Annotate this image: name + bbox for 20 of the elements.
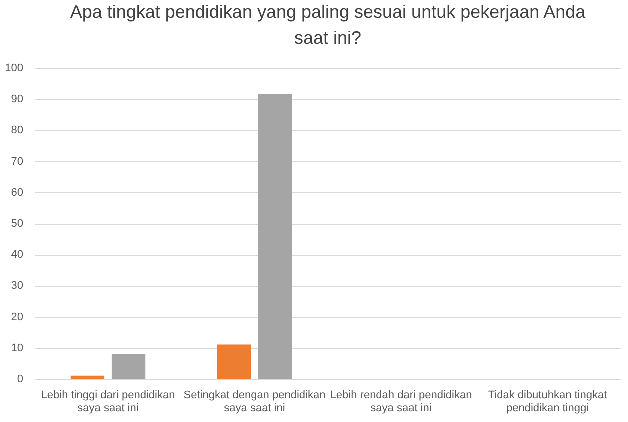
y-tick-label: 50 <box>11 218 24 230</box>
bar <box>217 344 252 379</box>
y-tick-label: 100 <box>5 62 24 74</box>
y-tick-label: 60 <box>11 186 24 199</box>
y-tick-label: 0 <box>17 374 24 386</box>
y-tick-label: 10 <box>11 342 24 354</box>
bar <box>258 94 292 379</box>
y-tick-label: 30 <box>11 280 24 292</box>
bar <box>70 376 105 379</box>
bar <box>112 354 146 379</box>
y-tick-label: 70 <box>11 156 24 168</box>
y-tick-label: 80 <box>11 124 24 137</box>
chart-title: Apa tingkat pendidikan yang paling sesuai untuk pekerjaan Anda saat ini? <box>70 2 587 48</box>
y-tick-label: 20 <box>11 311 24 324</box>
x-tick-label: Setingkat dengan pendidikan saya saat ini <box>184 390 326 414</box>
x-tick-label: Lebih tinggi dari pendidikan saya saat ini <box>41 390 176 414</box>
x-tick-label: Lebih rendah dari pendidikan saya saat ini <box>330 390 472 414</box>
y-tick-label: 90 <box>11 94 24 106</box>
y-tick-label: 40 <box>11 249 24 262</box>
x-tick-label: Tidak dibutuhkan tingkat pendidikan tinggi <box>488 390 608 414</box>
